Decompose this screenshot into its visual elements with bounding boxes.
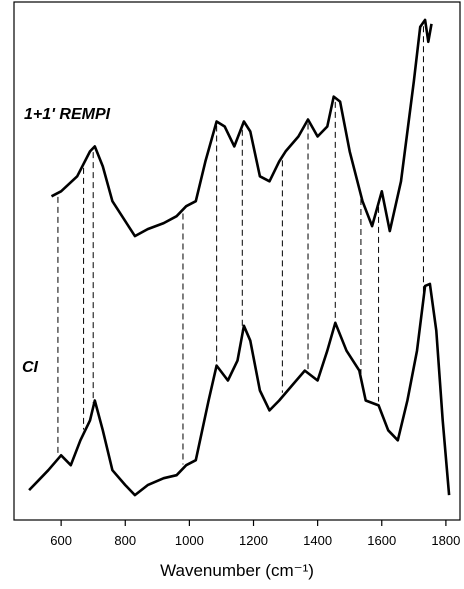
x-tick-label: 600 [50,533,72,548]
x-axis-title: Wavenumber (cm⁻¹) [160,561,314,580]
spectrum-line [50,18,433,238]
series-label: CI [22,359,39,376]
x-tick-label: 1400 [303,533,332,548]
x-tick-label: 1200 [239,533,268,548]
spectrum-line [28,282,451,497]
series-label: 1+1' REMPI [24,106,111,123]
plot-frame [13,1,461,521]
x-tick-label: 1000 [175,533,204,548]
x-tick-label: 1800 [431,533,460,548]
x-tick-label: 1600 [367,533,396,548]
x-tick-label: 800 [114,533,136,548]
